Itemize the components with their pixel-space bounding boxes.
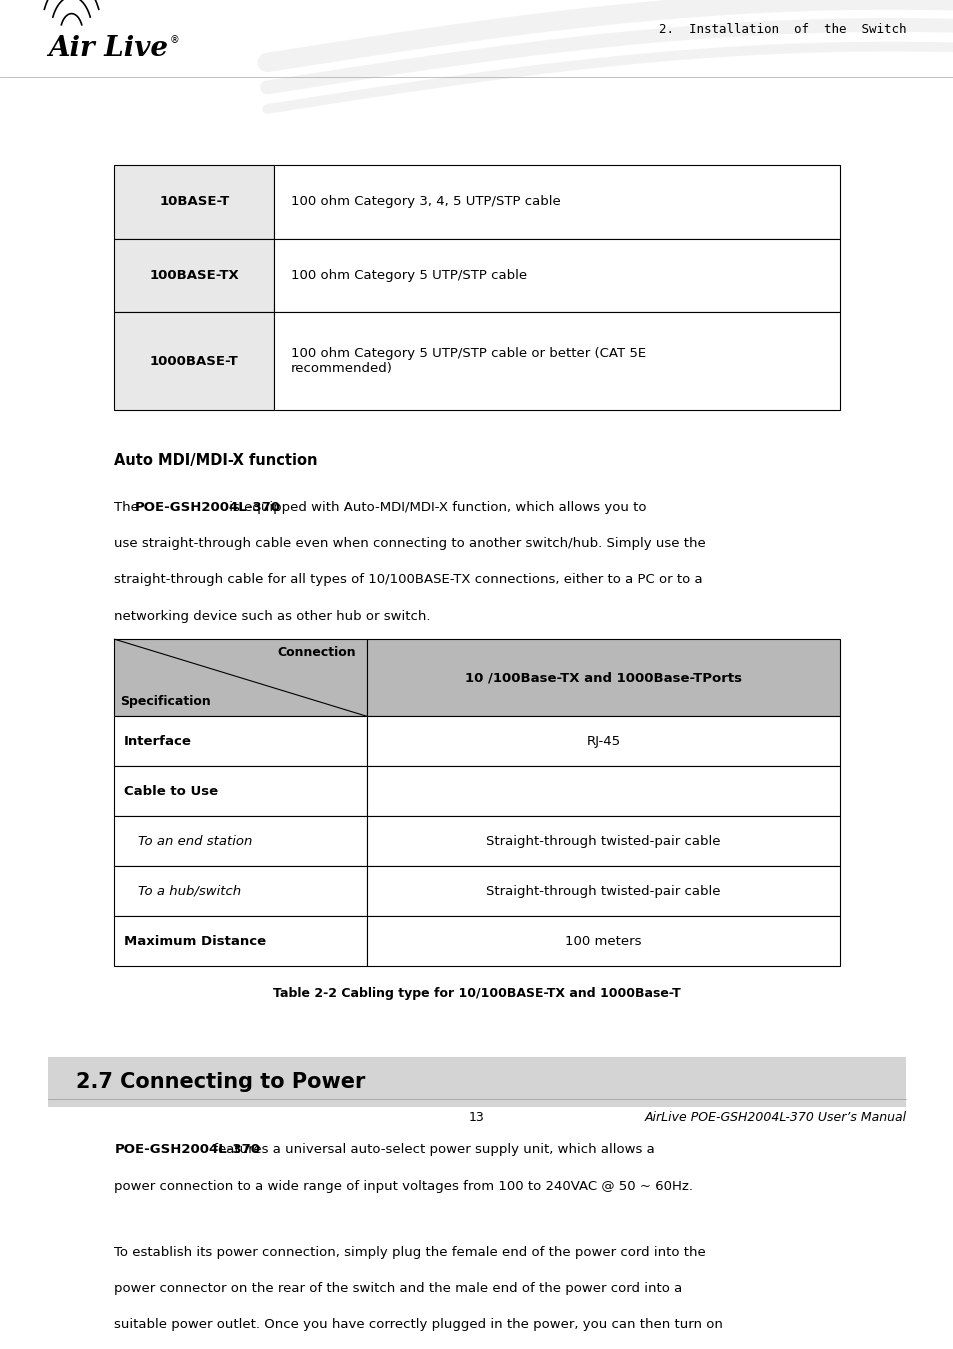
FancyBboxPatch shape — [114, 816, 367, 866]
Text: 10BASE-T: 10BASE-T — [159, 196, 229, 208]
Text: 100 meters: 100 meters — [564, 935, 641, 948]
Text: 100BASE-TX: 100BASE-TX — [150, 268, 239, 282]
FancyBboxPatch shape — [367, 639, 839, 716]
FancyBboxPatch shape — [114, 313, 274, 410]
Text: Table 2-2 Cabling type for 10/100BASE-TX and 1000Base-T: Table 2-2 Cabling type for 10/100BASE-TX… — [273, 986, 680, 1000]
Text: Auto MDI/MDI-X function: Auto MDI/MDI-X function — [114, 453, 317, 468]
Text: power connector on the rear of the switch and the male end of the power cord int: power connector on the rear of the switc… — [114, 1282, 682, 1295]
FancyBboxPatch shape — [274, 239, 839, 313]
Text: To establish its power connection, simply plug the female end of the power cord : To establish its power connection, simpl… — [114, 1245, 705, 1259]
FancyBboxPatch shape — [114, 165, 274, 239]
Text: suitable power outlet. Once you have correctly plugged in the power, you can the: suitable power outlet. Once you have cor… — [114, 1318, 722, 1331]
FancyBboxPatch shape — [114, 866, 367, 916]
Text: To a hub/switch: To a hub/switch — [138, 885, 241, 898]
Text: 100 ohm Category 3, 4, 5 UTP/STP cable: 100 ohm Category 3, 4, 5 UTP/STP cable — [291, 196, 560, 208]
Text: features a universal auto-select power supply unit, which allows a: features a universal auto-select power s… — [209, 1144, 654, 1156]
Text: 100 ohm Category 5 UTP/STP cable or better (CAT 5E
recommended): 100 ohm Category 5 UTP/STP cable or bett… — [291, 347, 645, 375]
FancyBboxPatch shape — [48, 1058, 905, 1108]
Text: POE-GSH2004L-370: POE-GSH2004L-370 — [134, 500, 280, 514]
Text: The: The — [114, 500, 144, 514]
FancyBboxPatch shape — [274, 313, 839, 410]
Text: 2.7 Connecting to Power: 2.7 Connecting to Power — [76, 1072, 365, 1093]
Text: To an end station: To an end station — [138, 835, 253, 849]
Text: 2.  Installation  of  the  Switch: 2. Installation of the Switch — [659, 23, 905, 36]
Text: networking device such as other hub or switch.: networking device such as other hub or s… — [114, 610, 431, 623]
Text: power connection to a wide range of input voltages from 100 to 240VAC @ 50 ~ 60H: power connection to a wide range of inpu… — [114, 1180, 693, 1193]
FancyBboxPatch shape — [114, 766, 367, 816]
FancyBboxPatch shape — [114, 716, 367, 766]
Text: 13: 13 — [469, 1110, 484, 1124]
Text: 100 ohm Category 5 UTP/STP cable: 100 ohm Category 5 UTP/STP cable — [291, 268, 527, 282]
FancyBboxPatch shape — [114, 239, 274, 313]
FancyBboxPatch shape — [367, 916, 839, 966]
FancyBboxPatch shape — [367, 866, 839, 916]
Text: use straight-through cable even when connecting to another switch/hub. Simply us: use straight-through cable even when con… — [114, 537, 705, 550]
Text: ®: ® — [170, 35, 179, 45]
Text: Straight-through twisted-pair cable: Straight-through twisted-pair cable — [486, 885, 720, 898]
FancyBboxPatch shape — [114, 916, 367, 966]
FancyBboxPatch shape — [367, 716, 839, 766]
Text: AirLive POE-GSH2004L-370 User’s Manual: AirLive POE-GSH2004L-370 User’s Manual — [643, 1110, 905, 1124]
Text: Air Live: Air Live — [48, 35, 168, 62]
Text: Maximum Distance: Maximum Distance — [124, 935, 266, 948]
Text: Cable to Use: Cable to Use — [124, 785, 218, 797]
Text: 10 /100Base-TX and 1000Base-TPorts: 10 /100Base-TX and 1000Base-TPorts — [464, 672, 741, 684]
Text: RJ-45: RJ-45 — [586, 735, 619, 747]
Text: straight-through cable for all types of 10/100BASE-TX connections, either to a P: straight-through cable for all types of … — [114, 573, 702, 587]
Text: 1000BASE-T: 1000BASE-T — [150, 355, 238, 367]
Text: POE-GSH2004L-370: POE-GSH2004L-370 — [114, 1144, 260, 1156]
Text: Straight-through twisted-pair cable: Straight-through twisted-pair cable — [486, 835, 720, 849]
FancyBboxPatch shape — [274, 165, 839, 239]
Text: is equipped with Auto-MDI/MDI-X function, which allows you to: is equipped with Auto-MDI/MDI-X function… — [225, 500, 646, 514]
Text: Specification: Specification — [120, 696, 211, 708]
Text: Interface: Interface — [124, 735, 192, 747]
FancyBboxPatch shape — [367, 766, 839, 816]
Text: Connection: Connection — [277, 646, 355, 660]
FancyBboxPatch shape — [367, 816, 839, 866]
FancyBboxPatch shape — [114, 639, 367, 716]
